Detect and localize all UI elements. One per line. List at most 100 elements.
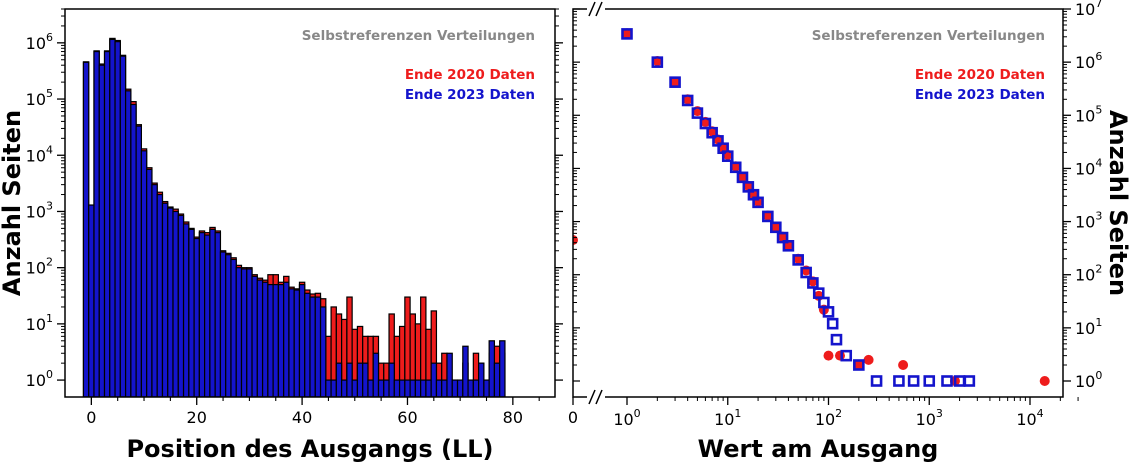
bar-2023 xyxy=(456,379,464,397)
bar-2023 xyxy=(314,296,322,397)
point-2020-overlay xyxy=(709,128,715,134)
left-legend-2023: Ende 2023 Daten xyxy=(405,87,535,103)
bar-2023 xyxy=(156,193,164,397)
right-x-tick-label: 102 xyxy=(815,407,842,429)
axis-break-top xyxy=(587,1,605,17)
right-plot-frame xyxy=(572,8,1064,398)
bar-2023 xyxy=(367,379,374,397)
bar-2023 xyxy=(388,362,395,397)
bar-2023 xyxy=(124,90,132,397)
point-2020-overlay xyxy=(685,96,691,102)
point-2020-overlay xyxy=(720,144,726,150)
point-2023 xyxy=(706,126,718,139)
bar-2023 xyxy=(261,281,269,397)
point-2020-overlay xyxy=(624,30,630,36)
point-2023 xyxy=(681,94,694,107)
bar-2023 xyxy=(483,379,490,397)
bar-2023 xyxy=(204,234,211,397)
bar-2023 xyxy=(398,379,406,397)
right-panel-title: Selbstreferenzen Verteilungen xyxy=(812,28,1045,44)
point-2023 xyxy=(729,161,742,174)
right-y-tick-label: 102 xyxy=(1075,263,1102,285)
bar-2023 xyxy=(499,340,506,397)
bar-2023 xyxy=(119,55,127,397)
bar-2023 xyxy=(151,184,158,397)
bar-2023 xyxy=(377,379,385,397)
bar-2023 xyxy=(451,379,459,397)
left-x-tick-label: 80 xyxy=(503,408,523,427)
bar-2023 xyxy=(98,64,106,397)
bar-2023 xyxy=(240,268,248,397)
bar-2023 xyxy=(246,268,253,397)
right-y-tick-label: 104 xyxy=(1075,156,1102,178)
left-panel-title: Selbstreferenzen Verteilungen xyxy=(302,28,535,44)
bar-2023 xyxy=(140,150,148,397)
bar-2023 xyxy=(82,61,90,397)
bar-2023 xyxy=(488,340,496,397)
point-2023 xyxy=(800,266,812,279)
bar-2023 xyxy=(177,214,185,397)
left-y-tick-label: 101 xyxy=(26,312,53,334)
point-2020-overlay xyxy=(672,79,678,85)
bar-2023 xyxy=(414,379,422,397)
right-y-axis-title: Anzahl Seiten xyxy=(1104,110,1132,296)
bar-2023 xyxy=(167,207,174,397)
right-y-tick-label: 103 xyxy=(1075,210,1102,232)
right-y-tick-label: 107 xyxy=(1075,0,1102,19)
left-x-tick-label: 60 xyxy=(397,408,417,427)
bar-2023 xyxy=(472,379,480,397)
bar-2023 xyxy=(446,352,453,397)
point-2023 xyxy=(721,150,734,162)
point-2020 xyxy=(737,171,748,182)
bar-2023 xyxy=(288,288,295,397)
bar-2023 xyxy=(346,362,353,397)
point-2020-overlay xyxy=(654,58,660,64)
right-panel: 100 101 102 103 104 0 100 101 102 103 104 105 106 107… xyxy=(568,0,1132,463)
bar-2023 xyxy=(304,292,311,397)
bar-2023 xyxy=(267,283,274,397)
point-2020 xyxy=(853,360,864,370)
right-y-tick-label: 105 xyxy=(1075,103,1102,125)
bar-2023 xyxy=(130,103,137,397)
bar-2023 xyxy=(135,125,143,397)
point-2020 xyxy=(823,350,834,361)
point-2023 xyxy=(853,359,865,371)
point-2020-overlay xyxy=(694,108,700,114)
point-2023 xyxy=(807,277,819,289)
bar-2023 xyxy=(420,379,427,397)
right-x-axis-title: Wert am Ausgang xyxy=(698,435,939,463)
right-x-tick-label: 100 xyxy=(613,407,640,429)
bar-2023 xyxy=(230,258,237,397)
point-2023 xyxy=(893,375,905,387)
bar-2023 xyxy=(372,352,380,397)
bar-2023 xyxy=(467,379,474,397)
point-2023 xyxy=(762,210,774,223)
bar-2023 xyxy=(435,379,443,397)
left-y-axis-title: Anzahl Seiten xyxy=(0,110,26,296)
bar-2023 xyxy=(277,283,285,397)
right-legend-2020: Ende 2020 Daten xyxy=(915,67,1045,83)
point-2023 xyxy=(840,349,853,362)
point-2023 xyxy=(826,317,839,330)
bar-2023 xyxy=(172,210,179,397)
point-2020 xyxy=(898,360,909,370)
point-2020-overlay xyxy=(715,137,721,143)
bar-2023 xyxy=(188,228,195,397)
left-x-tick-label: 0 xyxy=(86,408,96,427)
right-x-tick-label: 103 xyxy=(916,407,943,429)
point-2023 xyxy=(963,375,976,387)
point-2020 xyxy=(1039,376,1050,386)
bar-2023 xyxy=(462,345,469,397)
left-y-tick-label: 106 xyxy=(26,31,53,53)
bar-2023 xyxy=(109,38,116,397)
bar-2023 xyxy=(319,306,327,397)
left-legend-2020: Ende 2020 Daten xyxy=(405,67,535,83)
point-2023 xyxy=(907,375,920,387)
bar-2023 xyxy=(425,379,432,397)
bar-2023 xyxy=(298,283,306,397)
right-x-tick-label: 101 xyxy=(714,407,741,429)
right-ticks: 100 101 102 103 104 0 100 101 102 103 104 105 106 107 xyxy=(568,0,1102,429)
bar-2023 xyxy=(88,204,95,397)
bar-2023 xyxy=(182,223,190,397)
